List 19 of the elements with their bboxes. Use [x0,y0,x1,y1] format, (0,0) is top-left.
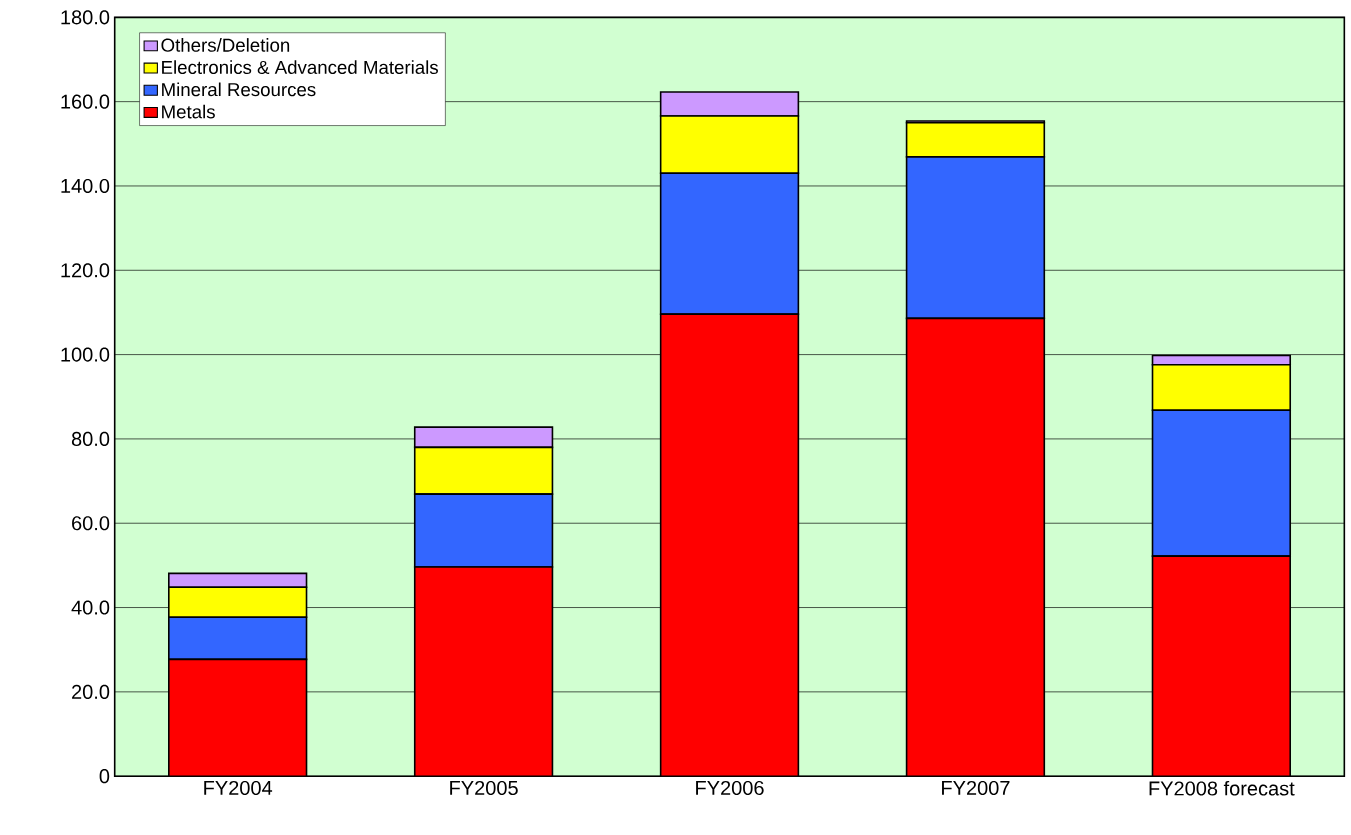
y-tick-label: 20.0 [72,684,110,699]
y-tick-label: 120.0 [61,263,110,278]
y-tick-label: 60.0 [72,516,110,531]
y-tick-label: 100.0 [61,347,110,362]
y-tick-label: 80.0 [71,431,110,447]
legend-label: Mineral Resources [162,82,316,97]
x-tick-label: FY2007 [942,780,1010,796]
legend-label: Others/Deletion [161,38,290,52]
x-tick-label: FY2008 forecast [1149,780,1295,796]
x-tick-label: FY2005 [450,780,518,796]
legend-label: Electronics & Advanced Materials [162,60,438,75]
legend-label: Metals [162,104,215,119]
y-tick-label: 140.0 [61,178,110,194]
y-tick-label: 40.0 [71,600,110,615]
y-tick-label: 180.0 [61,10,110,25]
x-tick-label: FY2006 [696,780,764,796]
x-tick-label: FY2004 [204,780,273,796]
y-tick-label: 0 [99,769,110,784]
y-tick-label: 160.0 [61,94,110,109]
